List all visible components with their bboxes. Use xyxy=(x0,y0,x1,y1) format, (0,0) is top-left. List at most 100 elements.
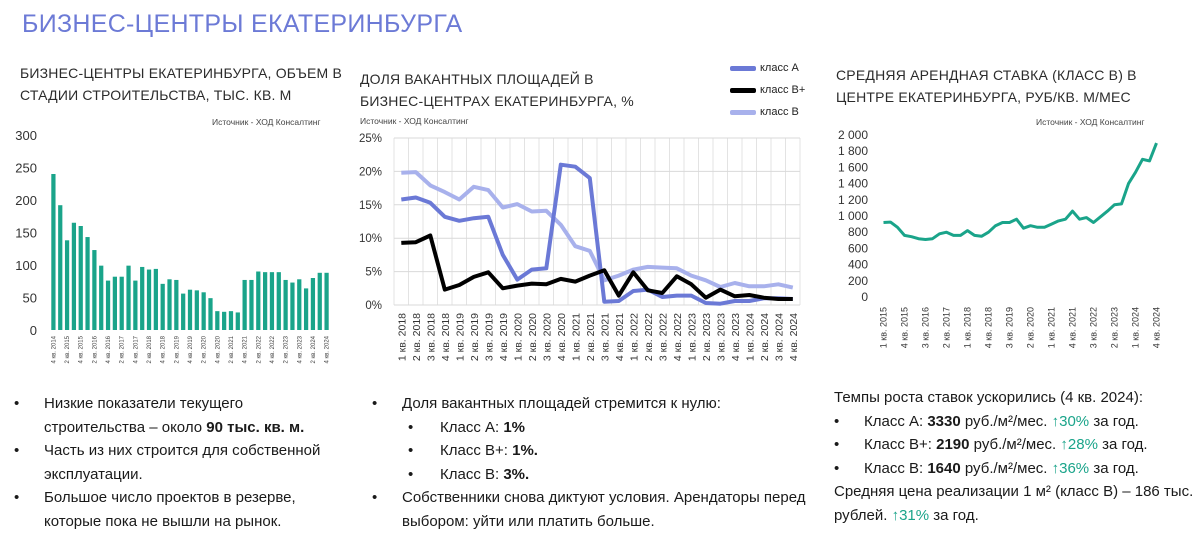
chart1-bar xyxy=(119,276,124,330)
chart3-ytick-label: 0 xyxy=(861,290,868,304)
legend-class-bplus-label: класс В+ xyxy=(760,84,806,96)
chart2-xtick-label: 1 кв. 2024 xyxy=(744,313,756,361)
chart1-ytick-label: 150 xyxy=(15,226,37,241)
chart2-ytick-label: 25% xyxy=(359,133,382,145)
chart3-xtick-label: 4 кв. 2018 xyxy=(984,307,994,348)
chart1-bar xyxy=(303,288,309,330)
chart1-bar xyxy=(64,240,70,330)
chart2-xtick-label: 4 кв. 2023 xyxy=(730,313,742,361)
chart2-xtick-label: 2 кв. 2019 xyxy=(469,313,481,361)
chart3-xtick-label: 2 кв. 2023 xyxy=(1110,307,1120,348)
chart1-xtick-label: 4 кв. 2015 xyxy=(79,335,85,363)
chart1-xtick-label: 2 кв. 2019 xyxy=(174,335,180,363)
chart1-ytick-label: 200 xyxy=(15,193,37,208)
chart2-ytick-label: 0% xyxy=(365,300,382,312)
chart3-series-rent xyxy=(883,142,1158,241)
rent-class-b-growth: ↑36% xyxy=(1051,459,1090,477)
chart2-xtick-label: 2 кв. 2020 xyxy=(527,313,539,361)
bullet-vacancy-class-b-label: Класс В: xyxy=(440,465,504,483)
chart1-bar xyxy=(215,311,220,330)
chart1-bar xyxy=(126,265,131,330)
chart2-xtick-label: 2 кв. 2018 xyxy=(411,313,423,361)
chart1-bar xyxy=(174,279,179,330)
bullet-vacancy-class-bplus: Класс В+: 1%. xyxy=(372,439,812,463)
chart1-bar xyxy=(140,266,145,330)
chart3-ytick-label: 800 xyxy=(848,225,868,239)
chart1-bar xyxy=(201,292,206,330)
bullet-vacancy-class-bplus-value: 1%. xyxy=(512,442,538,459)
chart3-xtick-label: 1 кв. 2015 xyxy=(879,307,889,348)
chart1-ytick-label: 50 xyxy=(23,291,37,306)
chart2-xtick-label: 4 кв. 2020 xyxy=(556,313,568,361)
chart3-ytick-label: 400 xyxy=(848,258,868,272)
chart2-xtick-label: 3 кв. 2023 xyxy=(715,313,727,361)
chart1-bar xyxy=(317,272,322,330)
chart1-xtick-label: 2 кв. 2017 xyxy=(120,335,126,363)
chart1-bar xyxy=(249,279,254,330)
chart1-title-line2: СТАДИИ СТРОИТЕЛЬСТВА, ТЫС. КВ. М xyxy=(20,87,292,103)
rent-outro-growth: ↑31% xyxy=(891,506,930,524)
rent-outro-tail: за год. xyxy=(929,506,979,524)
legend-class-bplus-swatch xyxy=(730,87,756,93)
chart1-bar xyxy=(283,279,288,330)
chart1-bar xyxy=(263,272,268,330)
chart1-xtick-label: 4 кв. 2014 xyxy=(51,335,57,363)
bullet-vacancy-class-a-label: Класс А: xyxy=(440,418,504,436)
chart1-bar xyxy=(71,222,77,330)
rent-outro: Средняя цена реализации 1 м² (класс В) –… xyxy=(834,480,1196,527)
rent-class-bplus-label: Класс В+: xyxy=(864,436,937,453)
chart1-xtick-label: 2 кв. 2015 xyxy=(65,335,71,363)
chart2-line-chart: 0%5%10%15%20%25%1 кв. 2018 2 кв. 2018 3 кв… xyxy=(359,133,801,361)
chart1-bar xyxy=(85,237,90,330)
chart1-ytick-label: 250 xyxy=(15,161,37,176)
chart1-bar xyxy=(324,272,329,330)
chart1-bar xyxy=(235,312,240,330)
chart2-series-class-a xyxy=(401,162,793,306)
rent-class-a-unit: руб./м²/мес. xyxy=(960,412,1052,430)
chart2-xtick-label: 4 кв. 2019 xyxy=(498,313,510,361)
bullet-vacancy-intro: Доля вакантных площадей стремится к нулю… xyxy=(372,392,812,416)
chart2-xtick-label: 2 кв. 2024 xyxy=(759,313,771,361)
chart3-ytick-label: 1 000 xyxy=(838,209,868,223)
chart2-xtick-label: 3 кв. 2022 xyxy=(657,313,669,361)
chart1-bar xyxy=(228,311,234,330)
chart3-title: СРЕДНЯЯ АРЕНДНАЯ СТАВКА (КЛАСС В) В ЦЕНТ… xyxy=(836,64,1137,108)
chart2-title: ДОЛЯ ВАКАНТНЫХ ПЛОЩАДЕЙ В БИЗНЕС-ЦЕНТРАХ… xyxy=(360,68,634,112)
chart2-xtick-label: 1 кв. 2021 xyxy=(570,313,582,361)
chart2-xtick-label: 1 кв. 2020 xyxy=(512,313,524,361)
chart2-xtick-label: 4 кв. 2022 xyxy=(672,313,684,361)
chart2-xtick-label: 2 кв. 2021 xyxy=(585,313,597,361)
chart1-bar xyxy=(99,265,104,330)
chart3-ytick-label: 1 400 xyxy=(838,177,868,191)
chart2-title-line1: ДОЛЯ ВАКАНТНЫХ ПЛОЩАДЕЙ В xyxy=(360,71,594,87)
chart2-xtick-label: 1 кв. 2019 xyxy=(454,313,466,361)
rent-class-a-label: Класс А: xyxy=(864,412,928,430)
chart1-xtick-label: 4 кв. 2024 xyxy=(325,335,331,363)
rent-class-bplus: Класс В+: 2190 руб./м²/мес. ↑28% за год. xyxy=(834,433,1196,457)
chart3-ytick-label: 1 600 xyxy=(838,160,868,174)
bullet-construction-3: Большое число проектов в резерве, которы… xyxy=(14,486,344,533)
rent-class-bplus-unit: руб./м²/мес. xyxy=(969,436,1061,453)
chart1-bar xyxy=(58,205,63,330)
chart3-xtick-label: 1 кв. 2021 xyxy=(1047,307,1057,348)
chart3-xtick-label: 1 кв. 2024 xyxy=(1131,307,1141,348)
rent-class-b-label: Класс В: xyxy=(864,459,928,477)
chart2-series-class-b xyxy=(401,170,794,290)
bullets-construction: Низкие показатели текущего строительства… xyxy=(14,392,344,533)
chart1-bar xyxy=(256,271,261,330)
bullets-rent: Темпы роста ставок ускорились (4 кв. 202… xyxy=(834,386,1196,527)
chart1-bar xyxy=(181,293,186,330)
chart2-xtick-label: 3 кв. 2024 xyxy=(773,313,785,361)
chart3-ytick-label: 200 xyxy=(848,274,868,288)
chart1-source: Источник - ХОД Консалтинг xyxy=(212,117,321,127)
chart3-ytick-label: 1 800 xyxy=(838,144,868,158)
page-title: БИЗНЕС-ЦЕНТРЫ ЕКАТЕРИНБУРГА xyxy=(22,10,463,38)
chart1-bar xyxy=(242,279,247,330)
legend-class-b: класс В xyxy=(730,106,799,118)
chart1-bar xyxy=(146,269,152,330)
chart3-ytick-label: 2 000 xyxy=(838,128,868,142)
chart2-xtick-label: 1 кв. 2018 xyxy=(396,313,408,361)
chart1-xtick-label: 4 кв. 2017 xyxy=(133,335,139,363)
chart2-series-class-bplus xyxy=(401,233,793,301)
chart2-xtick-label: 2 кв. 2022 xyxy=(643,313,655,361)
